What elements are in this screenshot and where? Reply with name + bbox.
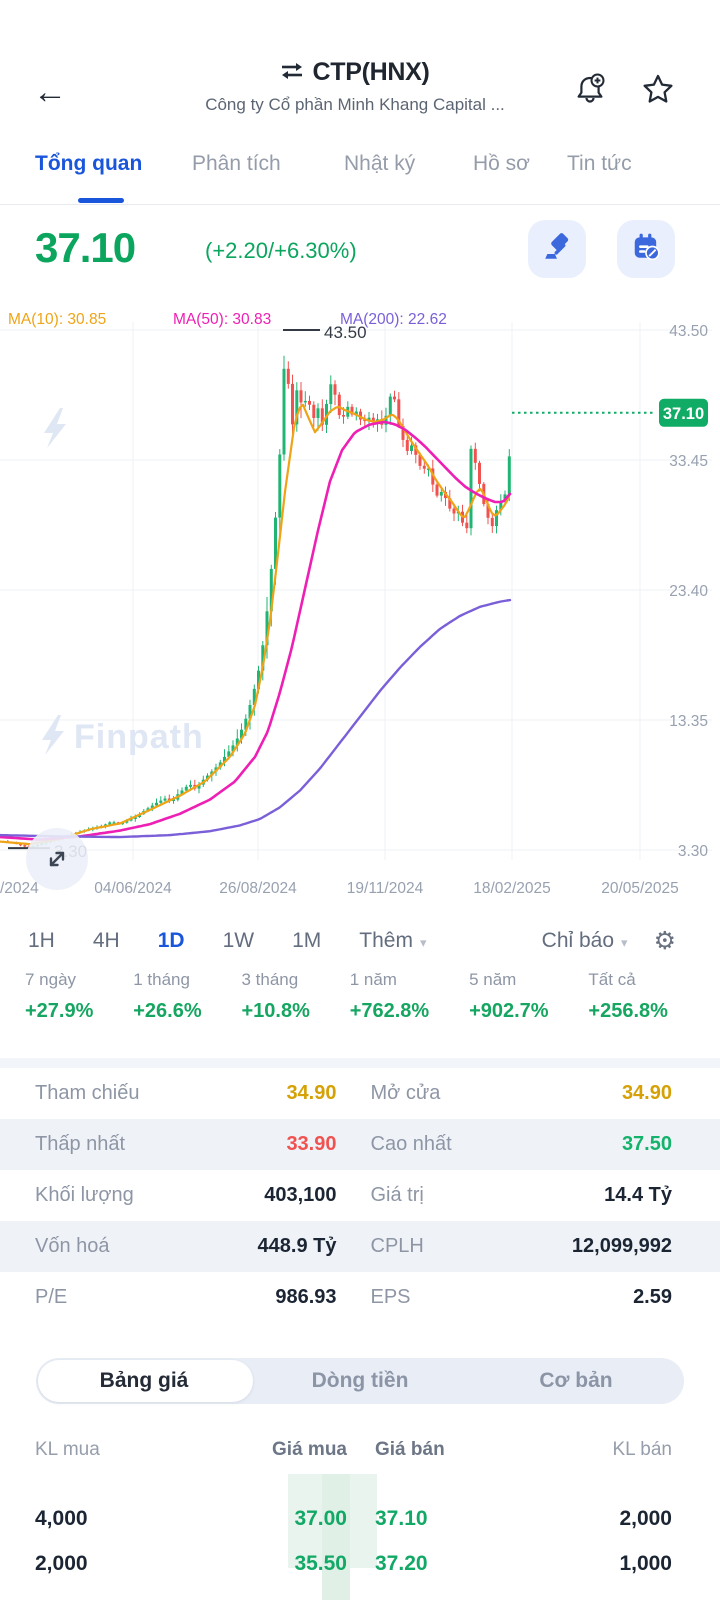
indicators-dropdown[interactable]: Chỉ báo ▾	[541, 929, 628, 952]
calendar-note-button[interactable]	[617, 220, 675, 278]
table-row: P/E 986.93 EPS 2.59	[35, 1286, 672, 1308]
tab-nhat-ky[interactable]: Nhật ký	[344, 152, 416, 175]
svg-text:MA(200): 22.62: MA(200): 22.62	[340, 311, 447, 328]
page-title: CTP(HNX)	[312, 58, 430, 86]
chevron-down-icon: ▾	[621, 935, 628, 950]
chart-settings-gear-icon[interactable]: ⚙	[653, 926, 676, 955]
order-book-row[interactable]: 4,000 37.00 37.10 2,000	[35, 1506, 672, 1530]
favorite-star-button[interactable]	[636, 68, 680, 112]
order-book: KL mua Giá mua Giá bán KL bán 4,000 37.0…	[0, 1432, 720, 1586]
timeframe-4h[interactable]: 4H	[92, 929, 120, 952]
table-row: Thấp nhất 33.90 Cao nhất 37.50	[0, 1119, 720, 1170]
svg-text:37.10: 37.10	[663, 405, 704, 423]
title-block: CTP(HNX) Công ty Cổ phần Minh Khang Capi…	[120, 58, 590, 115]
tab-tong-quan[interactable]: Tổng quan	[35, 152, 143, 175]
volume: 403,100	[264, 1184, 337, 1206]
gavel-icon	[542, 232, 572, 267]
section-divider	[0, 1058, 720, 1068]
svg-text:MA(50): 30.83: MA(50): 30.83	[173, 311, 271, 328]
perf-5y: 5 năm +902.7%	[469, 970, 549, 1022]
header: ← CTP(HNX) Công ty Cổ phần Minh Khang Ca…	[0, 58, 720, 142]
svg-text:13.35: 13.35	[669, 713, 708, 730]
svg-text:18/02/2025: 18/02/2025	[473, 880, 551, 897]
alert-add-button[interactable]	[568, 68, 612, 112]
perf-3m: 3 tháng +10.8%	[241, 970, 310, 1022]
tab-ho-so[interactable]: Hồ sơ	[473, 152, 530, 175]
price-change: (+2.20/+6.30%)	[205, 238, 357, 263]
svg-text:20/05/2025: 20/05/2025	[601, 880, 679, 897]
active-tab-indicator	[78, 198, 124, 203]
compare-arrows-icon	[280, 58, 304, 87]
svg-text:04/06/2024: 04/06/2024	[94, 880, 172, 897]
auction-button[interactable]	[528, 220, 586, 278]
eps: 2.59	[633, 1286, 672, 1308]
turnover: 14.4 Tỷ	[604, 1184, 672, 1206]
shares-outstanding: 12,099,992	[571, 1235, 672, 1257]
perf-1y: 1 năm +762.8%	[349, 970, 430, 1022]
price-section: 37.10 (+2.20/+6.30%)	[0, 218, 720, 288]
key-stats-table: Tham chiếu 34.90 Mở cửa 34.90 Thấp nhất 33.…	[0, 1068, 720, 1323]
market-cap: 448.9 Tỷ	[257, 1235, 337, 1257]
low-price: 33.90	[286, 1133, 337, 1155]
timeframe-1w[interactable]: 1W	[222, 929, 255, 952]
back-button[interactable]: ←	[33, 73, 67, 111]
table-row: Vốn hoá 448.9 Tỷ CPLH 12,099,992	[0, 1221, 720, 1272]
svg-text:MA(10): 30.85: MA(10): 30.85	[8, 311, 106, 328]
top-tab-bar: Tổng quan Phân tích Nhật ký Hồ sơ Tin tứ…	[0, 148, 720, 205]
svg-text:19/11/2024: 19/11/2024	[347, 880, 424, 897]
svg-text:33.45: 33.45	[669, 453, 708, 470]
perf-7d: 7 ngày +27.9%	[25, 970, 94, 1022]
perf-1m: 1 tháng +26.6%	[133, 970, 202, 1022]
buy-depth-bar	[322, 1474, 350, 1600]
order-book-header: KL mua Giá mua Giá bán KL bán	[35, 1439, 672, 1460]
table-row: Tham chiếu 34.90 Mở cửa 34.90	[35, 1082, 672, 1104]
timeframe-1m[interactable]: 1M	[292, 929, 322, 952]
company-name: Công ty Cổ phần Minh Khang Capital ...	[205, 95, 505, 114]
expand-chart-button[interactable]	[26, 828, 88, 890]
high-price: 37.50	[621, 1133, 672, 1155]
order-book-row[interactable]: 2,000 35.50 37.20 1,000	[35, 1551, 672, 1575]
candlestick-chart[interactable]: Finpath 43.50 3.30 37.10 43.50 33.45 23.40 13.3…	[0, 300, 720, 912]
open-price: 34.90	[621, 1082, 672, 1104]
table-row: Khối lượng 403,100 Giá trị 14.4 Tỷ	[35, 1184, 672, 1206]
svg-text:3.30: 3.30	[678, 843, 709, 860]
svg-text:23.40: 23.40	[669, 583, 708, 600]
svg-text:/2024: /2024	[0, 880, 39, 897]
tab-tin-tuc[interactable]: Tin tức	[567, 152, 632, 175]
chevron-down-icon: ▾	[419, 935, 427, 950]
tab-phan-tich[interactable]: Phân tích	[192, 152, 281, 175]
more-timeframes-dropdown[interactable]: Thêm ▾	[359, 929, 427, 952]
svg-text:43.50: 43.50	[669, 323, 708, 340]
reference-price: 34.90	[286, 1082, 337, 1104]
perf-all: Tất cả +256.8%	[588, 970, 668, 1022]
active-segment-pill	[38, 1360, 253, 1402]
timeframe-1d[interactable]: 1D	[157, 929, 185, 952]
segment-bang-gia[interactable]: Bảng giá	[99, 1369, 189, 1392]
svg-text:43.50: 43.50	[324, 323, 367, 342]
svg-text:26/08/2024: 26/08/2024	[219, 880, 297, 897]
timeframe-1h[interactable]: 1H	[28, 929, 55, 952]
bottom-segmented-control: Bảng giá Dòng tiền Cơ bản	[36, 1358, 684, 1404]
performance-summary: 7 ngày +27.9% 1 tháng +26.6% 3 tháng +10.8%…	[0, 970, 720, 1040]
segment-dong-tien[interactable]: Dòng tiền	[311, 1369, 409, 1392]
timeframe-bar: 1H 4H 1D 1W 1M Thêm ▾ Chỉ báo ▾ ⚙	[0, 920, 720, 962]
price-chart[interactable]: Finpath 43.50 3.30 37.10 43.50 33.45 23.40 13.3…	[0, 300, 720, 912]
svg-text:Finpath: Finpath	[74, 718, 204, 756]
segment-co-ban[interactable]: Cơ bản	[539, 1369, 613, 1392]
calendar-edit-icon	[631, 232, 661, 267]
current-price: 37.10	[35, 224, 136, 271]
pe-ratio: 986.93	[275, 1286, 337, 1308]
